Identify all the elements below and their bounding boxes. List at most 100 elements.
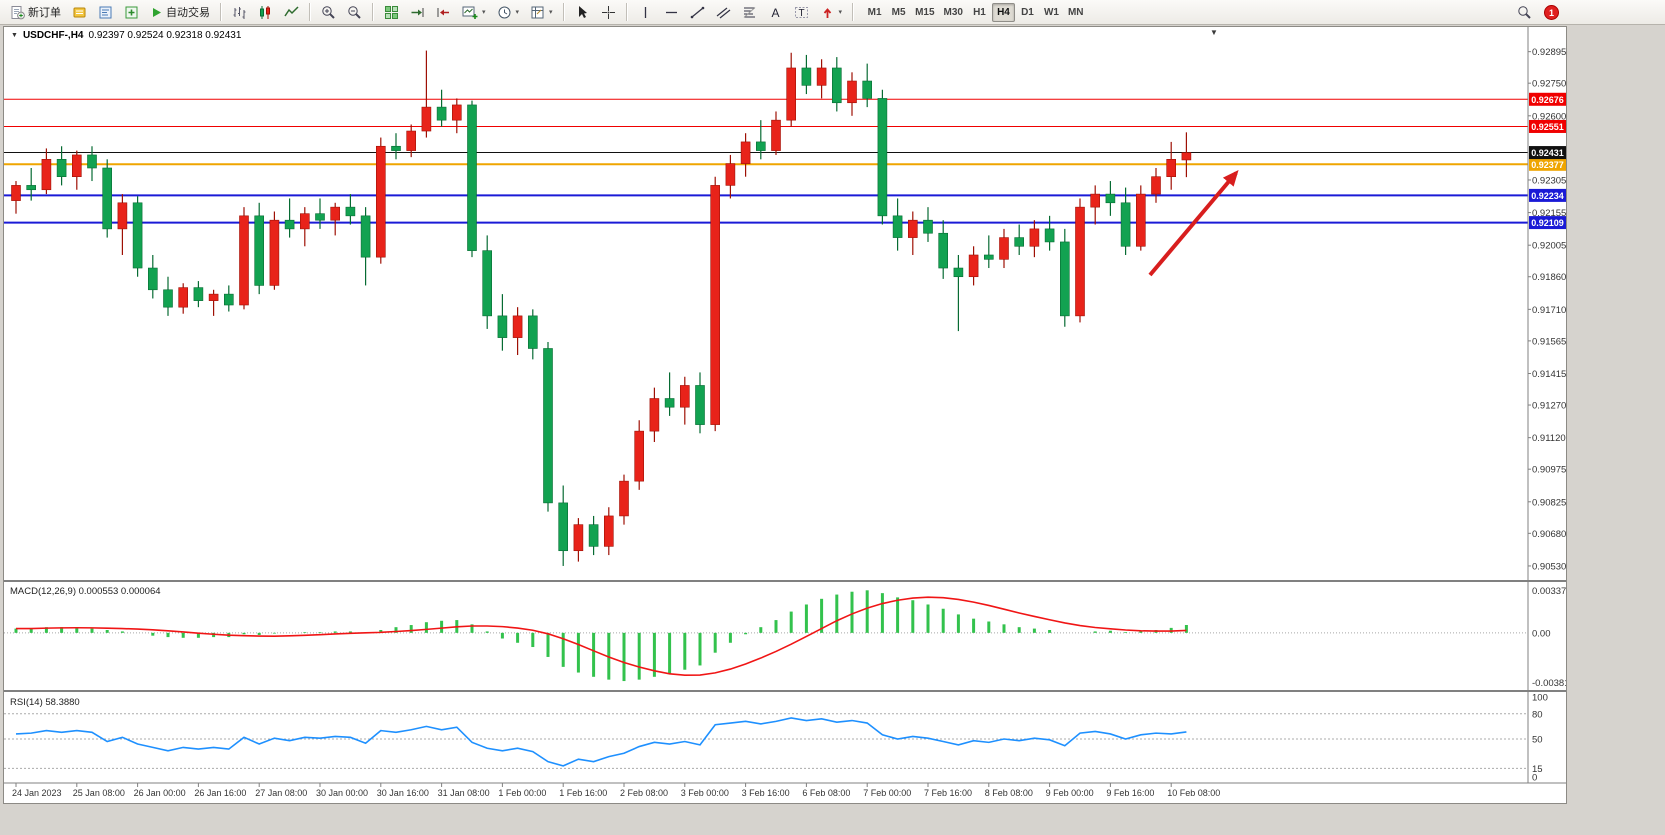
cursor-icon: [578, 5, 587, 18]
svg-text:80: 80: [1532, 709, 1543, 720]
svg-text:25 Jan 08:00: 25 Jan 08:00: [73, 788, 125, 798]
timeframe-m30-button[interactable]: M30: [943, 6, 963, 18]
new-order-label: 新订单: [28, 7, 61, 19]
svg-text:9 Feb 16:00: 9 Feb 16:00: [1106, 788, 1154, 798]
svg-text:0.003374: 0.003374: [1532, 586, 1566, 597]
metaeditor-icon: [125, 6, 138, 18]
svg-text:10 Feb 08:00: 10 Feb 08:00: [1167, 788, 1220, 798]
channel-button[interactable]: [711, 2, 736, 23]
auto-scroll-button[interactable]: [405, 2, 430, 23]
svg-text:0.92551: 0.92551: [1531, 122, 1564, 132]
price-axis[interactable]: 0.92895 0.92750 0.92600 0.92305 0.92155 0.920…: [1527, 27, 1566, 783]
chevron-down-icon: ▾: [838, 9, 843, 16]
svg-text:0.91860: 0.91860: [1532, 272, 1566, 283]
timeframe-m5-button[interactable]: M5: [891, 6, 906, 18]
timeframe-h1-button[interactable]: H1: [973, 6, 986, 18]
toolbar-separator: [309, 3, 311, 21]
svg-text:24 Jan 2023: 24 Jan 2023: [12, 788, 62, 798]
new-chart-button[interactable]: ▾: [457, 2, 491, 23]
workspace: 0.92895 0.92750 0.92600 0.92305 0.92155 0.920…: [0, 25, 1665, 835]
templates-icon: [531, 6, 544, 18]
candlestick-chart-button[interactable]: [253, 2, 278, 23]
market-depth-button[interactable]: [93, 2, 118, 23]
svg-text:0.92305: 0.92305: [1532, 175, 1566, 186]
tile-windows-button[interactable]: [379, 2, 404, 23]
chevron-down-icon: ▾: [515, 9, 520, 16]
market-depth-icon: [99, 6, 112, 18]
svg-text:-0.003819: -0.003819: [1532, 678, 1566, 689]
text-button[interactable]: A: [763, 2, 788, 23]
trendline-button[interactable]: [685, 2, 710, 23]
timeframe-d1-button[interactable]: D1: [1021, 6, 1034, 18]
auto-scroll-icon: [411, 7, 424, 17]
svg-text:0.90680: 0.90680: [1532, 529, 1566, 540]
svg-text:1 Feb 00:00: 1 Feb 00:00: [498, 788, 546, 798]
svg-text:0.91270: 0.91270: [1532, 401, 1566, 412]
time-axis[interactable]: 24 Jan 2023 25 Jan 08:00 26 Jan 00:00 26 Ja…: [12, 783, 1220, 798]
svg-text:31 Jan 08:00: 31 Jan 08:00: [438, 788, 490, 798]
text-label-icon: T: [794, 6, 808, 19]
trend-arrow-annotation[interactable]: [1148, 169, 1239, 277]
text-label-button[interactable]: T: [789, 2, 814, 23]
svg-text:0.92431: 0.92431: [1531, 148, 1564, 158]
svg-text:7 Feb 16:00: 7 Feb 16:00: [924, 788, 972, 798]
chart-canvas[interactable]: 0.92895 0.92750 0.92600 0.92305 0.92155 0.920…: [4, 27, 1575, 803]
main-price-panel: [4, 50, 1528, 566]
svg-text:0.91415: 0.91415: [1532, 369, 1566, 380]
clock-icon: [498, 6, 511, 18]
metaeditor-button[interactable]: [119, 2, 144, 23]
svg-text:2 Feb 08:00: 2 Feb 08:00: [620, 788, 668, 798]
zoom-out-button[interactable]: [342, 2, 367, 23]
zoom-out-icon: [348, 5, 361, 19]
horizontal-line-button[interactable]: [659, 2, 684, 23]
chart-shift-button[interactable]: [431, 2, 456, 23]
crosshair-button[interactable]: [596, 2, 621, 23]
svg-text:0.92109: 0.92109: [1531, 218, 1564, 228]
svg-text:100: 100: [1532, 693, 1548, 704]
svg-text:0.92234: 0.92234: [1531, 191, 1564, 201]
svg-text:1 Feb 16:00: 1 Feb 16:00: [559, 788, 607, 798]
symbols-button[interactable]: [67, 2, 92, 23]
chevron-down-icon: ▾: [482, 9, 486, 16]
horizontal-line-icon: [665, 11, 677, 13]
auto-trading-button[interactable]: 自动交易: [145, 2, 215, 23]
svg-text:T: T: [798, 8, 804, 19]
toolbar-separator: [625, 3, 628, 21]
zoom-in-button[interactable]: [316, 2, 341, 23]
ohlc-bars-button[interactable]: [227, 2, 252, 23]
svg-text:0.90530: 0.90530: [1532, 561, 1566, 572]
timeframe-h4-button[interactable]: H4: [991, 2, 1015, 22]
toolbar-separator: [372, 3, 374, 21]
period-clock-button[interactable]: ▾: [492, 2, 525, 23]
symbols-icon: [73, 7, 86, 17]
new-order-icon: [11, 5, 25, 19]
search-button[interactable]: [1512, 2, 1537, 23]
timeframe-m1-button[interactable]: M1: [867, 6, 882, 18]
timeframe-w1-button[interactable]: W1: [1043, 6, 1059, 18]
svg-text:15: 15: [1532, 764, 1543, 775]
search-icon: [1518, 6, 1531, 19]
text-icon: A: [771, 6, 779, 20]
timeframe-mn-button[interactable]: MN: [1067, 6, 1084, 18]
templates-button[interactable]: ▾: [525, 2, 558, 23]
macd-panel: MACD(12,26,9) 0.000553 0.000064 0.003374 0…: [4, 586, 1575, 689]
ohlc-bars-icon: [233, 6, 246, 19]
crosshair-icon: [601, 5, 615, 19]
fibonacci-button[interactable]: [737, 2, 762, 23]
svg-text:0.92377: 0.92377: [1531, 160, 1564, 170]
arrows-button[interactable]: ▾: [815, 2, 848, 23]
cursor-button[interactable]: [570, 2, 595, 23]
new-order-button[interactable]: 新订单: [5, 2, 66, 23]
svg-text:0.92005: 0.92005: [1532, 241, 1566, 252]
vertical-line-button[interactable]: [633, 2, 658, 23]
timeframe-m15-button[interactable]: M15: [915, 6, 935, 18]
chart-window-usdchf: 0.92895 0.92750 0.92600 0.92305 0.92155 0.920…: [3, 26, 1575, 804]
svg-text:26 Jan 00:00: 26 Jan 00:00: [134, 788, 186, 798]
trendline-icon: [690, 6, 704, 18]
svg-text:7 Feb 00:00: 7 Feb 00:00: [863, 788, 911, 798]
zoom-in-icon: [322, 5, 335, 19]
notification-badge[interactable]: 1: [1544, 5, 1559, 20]
svg-text:0.90975: 0.90975: [1532, 465, 1566, 476]
line-chart-button[interactable]: [279, 2, 304, 23]
svg-text:0.92600: 0.92600: [1532, 111, 1566, 122]
